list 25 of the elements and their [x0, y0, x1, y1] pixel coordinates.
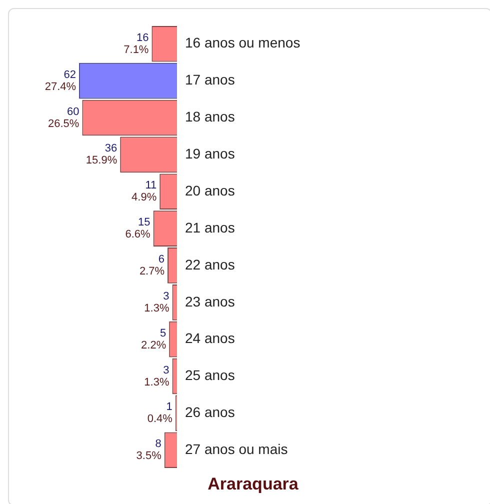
y-tick-label: 19 anos	[185, 146, 235, 162]
data-label: 16 7.1%	[124, 32, 149, 56]
data-label: 6 2.7%	[139, 254, 165, 278]
data-label: 3 1.3%	[144, 364, 170, 388]
data-label: 62 27.4%	[44, 68, 76, 93]
data-label: 5 2.2%	[141, 327, 166, 352]
y-tick-label: 22 anos	[185, 256, 235, 272]
data-label: 1 0.4%	[147, 401, 173, 426]
y-tick-label: 26 anos	[185, 404, 235, 420]
data-label: 60 26.5%	[48, 106, 80, 130]
y-tick-label: 16 anos ou menos	[185, 34, 300, 51]
data-label: 3 1.3%	[144, 290, 170, 314]
y-tick-label: 24 anos	[185, 330, 235, 346]
text: Araraquara	[208, 474, 299, 494]
data-label: 36 15.9%	[86, 142, 118, 167]
y-tick-label: 17 anos	[185, 72, 235, 88]
data-label: 11 4.9%	[132, 180, 157, 204]
y-tick-label: 20 anos	[185, 182, 235, 198]
data-label: 8 3.5%	[136, 438, 162, 462]
y-tick-label: 18 anos	[185, 108, 235, 125]
y-tick-label: 25 anos	[185, 367, 235, 384]
data-label: 15 6.6%	[125, 216, 151, 241]
y-tick-label: 27 anos ou mais	[185, 440, 288, 457]
y-tick-label: 23 anos	[185, 293, 235, 310]
y-tick-label: 21 anos	[185, 219, 235, 236]
